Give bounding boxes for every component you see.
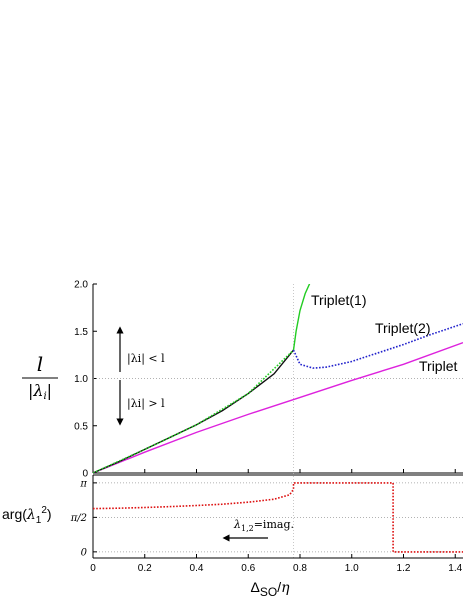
x-tick-label: 0.8 <box>293 563 307 574</box>
top-y-tick-label: 1.0 <box>74 374 88 385</box>
x-tick-label: 1.2 <box>397 563 411 574</box>
label-triplet-1: Triplet(1) <box>311 292 367 308</box>
label-triplet-2: Triplet(2) <box>375 320 431 336</box>
series-line-3 <box>93 349 295 473</box>
top-y-tick-label: 2.0 <box>74 280 88 291</box>
annotation-below: |λi| > l <box>127 397 165 411</box>
series-triplet <box>93 341 463 473</box>
annotation-imag: λ1,2=imag. <box>233 518 294 533</box>
top-ylabel-denominator: |λi| <box>28 381 52 402</box>
top-panel: 0 0.5 1.0 1.5 2.0 Triplet(1) Triplet(2) Triplet… <box>74 280 463 558</box>
series-triplet2 <box>292 322 463 369</box>
top-y-tick-label: 1.5 <box>74 327 88 338</box>
bottom-y-tick-label: 0 <box>81 547 88 558</box>
top-y-tick-label: 0.5 <box>74 421 88 432</box>
series-line-4 <box>93 349 295 473</box>
label-triplet: Triplet <box>419 358 457 374</box>
top-y-tick-label: 0 <box>82 469 88 480</box>
bottom-y-tick-label: π/2 <box>70 513 87 524</box>
x-tick-label: 0.2 <box>138 563 152 574</box>
bottom-panel: 0 π/2 π 0 0.2 0.4 0.6 0.8 1.0 1.2 1.4 λ1,2=imag. <box>70 474 463 574</box>
bottom-y-tick-label: π <box>79 478 87 489</box>
x-tick-label: 1.4 <box>448 563 462 574</box>
bottom-ylabel: arg(λ12) <box>2 505 52 526</box>
x-tick-label: 0.6 <box>241 563 255 574</box>
series-triplet1 <box>292 284 311 351</box>
top-ylabel-numerator: l <box>37 352 43 376</box>
x-tick-label: 0 <box>90 563 96 574</box>
x-tick-label: 0.4 <box>190 563 204 574</box>
annotation-above: |λi| < l <box>127 352 165 366</box>
x-axis-label: ΔSO/η <box>251 579 291 599</box>
top-series-group <box>93 284 463 473</box>
axis-labels: l |λi| arg(λ12) ΔSO/η <box>2 352 290 599</box>
x-tick-label: 1.0 <box>345 563 359 574</box>
